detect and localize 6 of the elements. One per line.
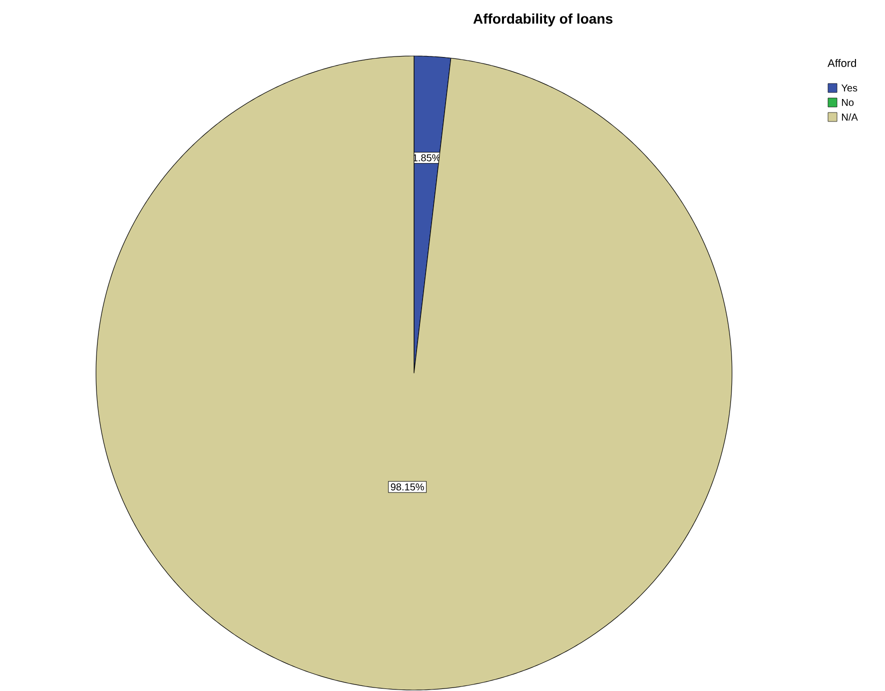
data-label: 98.15% <box>390 483 424 490</box>
legend-label: Yes <box>841 84 858 92</box>
legend-label: No <box>842 99 854 106</box>
legend-title: Afford <box>828 58 856 68</box>
chart-title: Affordability of loans <box>473 13 612 27</box>
legend-label: N/A <box>842 113 858 121</box>
